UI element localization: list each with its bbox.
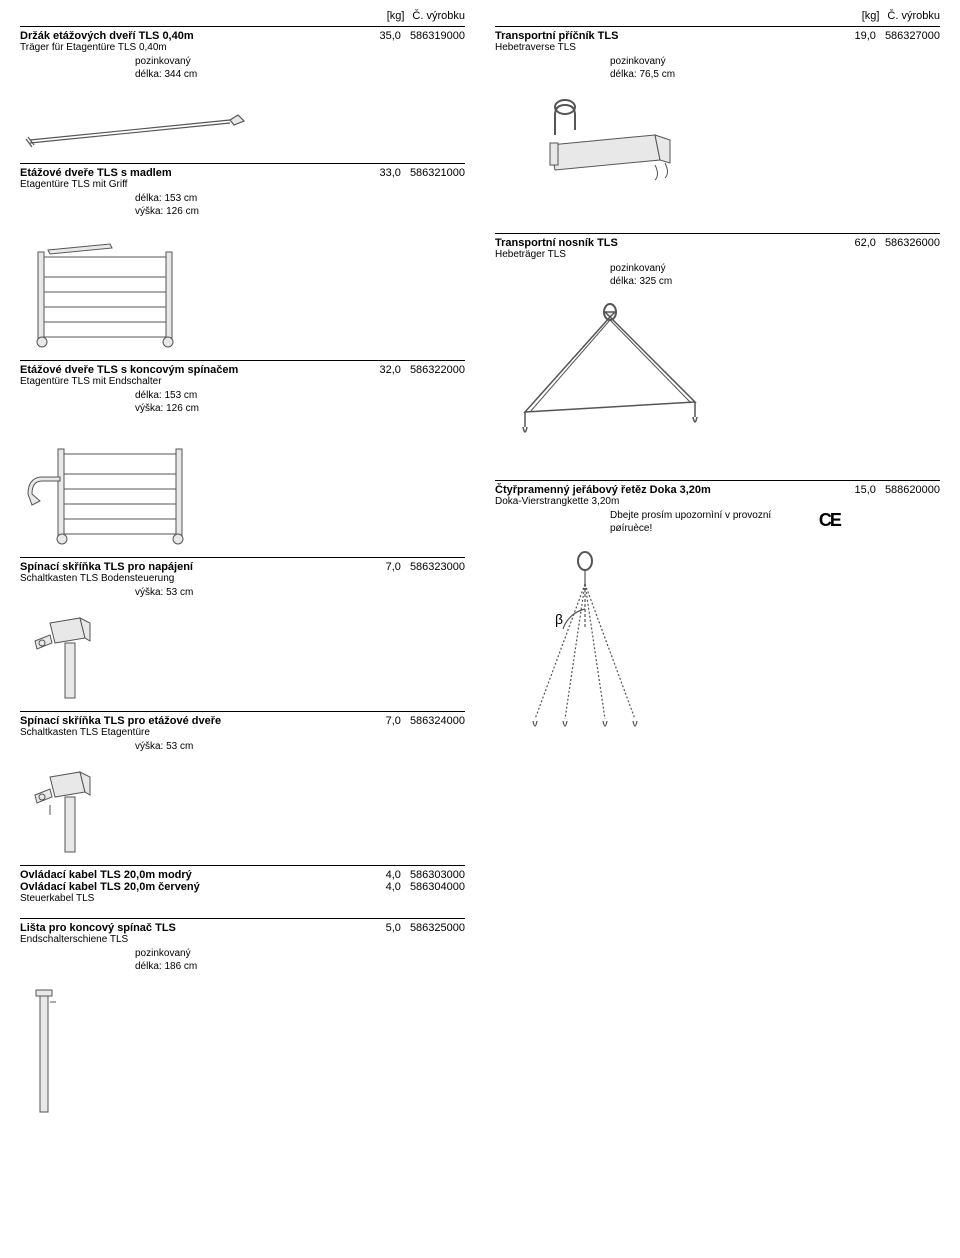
header-code: Č. výrobku	[412, 10, 465, 22]
product-row: Spínací skříňka TLS pro napájení Schaltk…	[20, 557, 465, 599]
product-title: Lišta pro koncový spínač TLS	[20, 922, 365, 934]
product-row: Spínací skříňka TLS pro etážové dveře Sc…	[20, 711, 465, 753]
code: 586303000	[410, 869, 465, 881]
weight: 62,0	[840, 237, 876, 249]
product-title: Etážové dveře TLS s koncovým spínačem	[20, 364, 365, 376]
code: 586322000	[410, 364, 465, 376]
weight: 19,0	[840, 30, 876, 42]
product-image	[20, 429, 465, 549]
spec: výška: 126 cm	[135, 205, 365, 218]
product-subtitle: Schaltkasten TLS Etagentüre	[20, 727, 365, 738]
spec: pozinkovaný	[135, 55, 365, 68]
product-subtitle: Steuerkabel TLS	[20, 893, 465, 904]
header-kg: [kg]	[387, 10, 405, 22]
product-subtitle: Endschalterschiene TLS	[20, 934, 365, 945]
spec: délka: 76,5 cm	[610, 68, 840, 81]
product-row: Etážové dveře TLS s madlem Etagentüre TL…	[20, 163, 465, 218]
product-row: Transportní příčník TLS Hebetraverse TLS…	[495, 26, 940, 81]
product-row: Držák etážových dveří TLS 0,40m Träger f…	[20, 26, 465, 81]
product-image	[20, 767, 465, 857]
product-title: Držák etážových dveří TLS 0,40m	[20, 30, 365, 42]
product-subtitle: Hebeträger TLS	[495, 249, 840, 260]
code: 586326000	[885, 237, 940, 249]
product-image	[495, 95, 940, 205]
product-image	[495, 302, 940, 452]
product-image	[20, 232, 465, 352]
col-header: [kg] Č. výrobku	[495, 10, 940, 26]
spec: délka: 325 cm	[610, 275, 840, 288]
weight: 15,0	[840, 484, 876, 496]
product-row: Lišta pro koncový spínač TLS Endschalter…	[20, 918, 465, 973]
spec: pozinkovaný	[610, 55, 840, 68]
product-title: Transportní nosník TLS	[495, 237, 840, 249]
product-subtitle: Hebetraverse TLS	[495, 42, 840, 53]
spec: výška: 53 cm	[135, 586, 365, 599]
product-subtitle: Etagentüre TLS mit Griff	[20, 179, 365, 190]
code: 586325000	[410, 922, 465, 934]
spec: pozinkovaný	[610, 262, 840, 275]
spec: pozinkovaný	[135, 947, 365, 960]
weight: 4,0	[365, 869, 401, 881]
product-row: Čtyřpramenný jeřábový řetěz Doka 3,20m D…	[495, 480, 940, 535]
spec: délka: 186 cm	[135, 960, 365, 973]
weight: 4,0	[365, 881, 401, 893]
product-title: Spínací skříňka TLS pro napájení	[20, 561, 365, 573]
product-title: Spínací skříňka TLS pro etážové dveře	[20, 715, 365, 727]
spec: délka: 153 cm	[135, 389, 365, 402]
weight: 35,0	[365, 30, 401, 42]
spec: délka: 344 cm	[135, 68, 365, 81]
weight: 33,0	[365, 167, 401, 179]
right-column: [kg] Č. výrobku Transportní příčník TLS …	[495, 10, 940, 1125]
product-title: Ovládací kabel TLS 20,0m červený	[20, 881, 365, 893]
spec: výška: 53 cm	[135, 740, 365, 753]
spec: délka: 153 cm	[135, 192, 365, 205]
weight: 5,0	[365, 922, 401, 934]
spec: výška: 126 cm	[135, 402, 365, 415]
product-subtitle: Doka-Vierstrangkette 3,20m	[495, 496, 840, 507]
product-title: Čtyřpramenný jeřábový řetěz Doka 3,20m	[495, 484, 840, 496]
product-image: β	[495, 549, 940, 749]
code: 586319000	[410, 30, 465, 42]
weight: 7,0	[365, 715, 401, 727]
product-row: Transportní nosník TLS Hebeträger TLS po…	[495, 233, 940, 288]
product-subtitle: Träger für Etagentüre TLS 0,40m	[20, 42, 365, 53]
product-subtitle: Schaltkasten TLS Bodensteuerung	[20, 573, 365, 584]
product-image	[20, 95, 465, 155]
code: 586327000	[885, 30, 940, 42]
code: 588620000	[885, 484, 940, 496]
code: 586323000	[410, 561, 465, 573]
note: Dbejte prosím upozornìní v provozní pøír…	[610, 509, 811, 535]
header-kg: [kg]	[862, 10, 880, 22]
col-header: [kg] Č. výrobku	[20, 10, 465, 26]
product-image	[20, 987, 465, 1117]
weight: 32,0	[365, 364, 401, 376]
code: 586304000	[410, 881, 465, 893]
product-title: Ovládací kabel TLS 20,0m modrý	[20, 869, 365, 881]
left-column: [kg] Č. výrobku Držák etážových dveří TL…	[20, 10, 465, 1125]
ce-mark-icon: CE	[819, 509, 840, 532]
header-code: Č. výrobku	[887, 10, 940, 22]
product-row: Ovládací kabel TLS 20,0m modrý 4,0 58630…	[20, 865, 465, 904]
weight: 7,0	[365, 561, 401, 573]
code: 586321000	[410, 167, 465, 179]
svg-text:β: β	[555, 611, 563, 627]
code: 586324000	[410, 715, 465, 727]
product-row: Etážové dveře TLS s koncovým spínačem Et…	[20, 360, 465, 415]
product-title: Transportní příčník TLS	[495, 30, 840, 42]
product-title: Etážové dveře TLS s madlem	[20, 167, 365, 179]
product-subtitle: Etagentüre TLS mit Endschalter	[20, 376, 365, 387]
product-image	[20, 613, 465, 703]
